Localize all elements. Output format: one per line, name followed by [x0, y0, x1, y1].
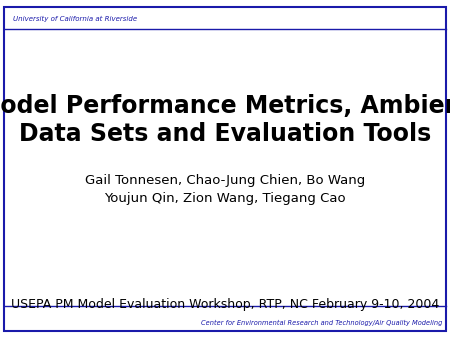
Text: USEPA PM Model Evaluation Workshop, RTP, NC February 9-10, 2004: USEPA PM Model Evaluation Workshop, RTP,… [11, 298, 439, 311]
Text: University of California at Riverside: University of California at Riverside [13, 16, 137, 22]
Text: Gail Tonnesen, Chao-Jung Chien, Bo Wang
Youjun Qin, Zion Wang, Tiegang Cao: Gail Tonnesen, Chao-Jung Chien, Bo Wang … [85, 174, 365, 205]
Text: Center for Environmental Research and Technology/Air Quality Modeling: Center for Environmental Research and Te… [201, 320, 442, 326]
Text: Model Performance Metrics, Ambient
Data Sets and Evaluation Tools: Model Performance Metrics, Ambient Data … [0, 94, 450, 146]
